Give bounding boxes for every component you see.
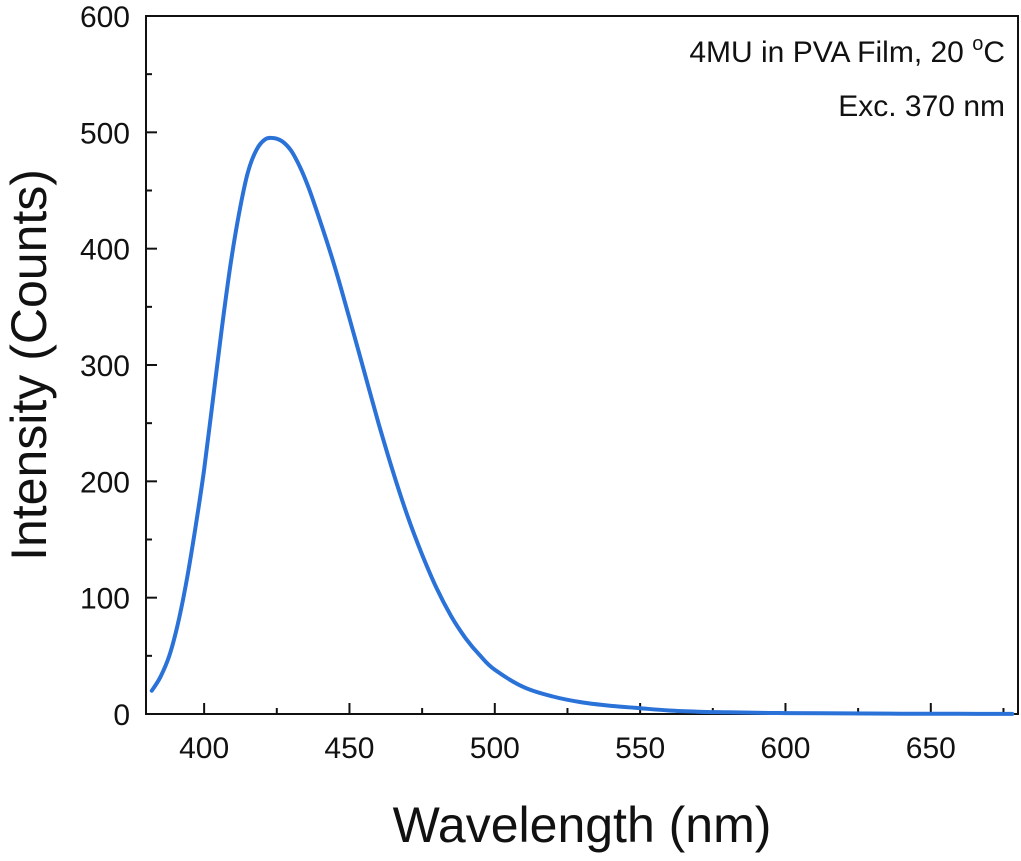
x-tick-label: 550 <box>615 732 665 765</box>
y-tick-label: 200 <box>80 466 130 499</box>
series-layer <box>149 135 1015 716</box>
series-line <box>149 135 1015 716</box>
annotation-degree-symbol: o <box>972 33 983 55</box>
x-tick-label: 650 <box>906 732 956 765</box>
x-axis-label: Wavelength (nm) <box>393 797 772 853</box>
x-axis-ticks: 400 450 500 550 600 650 <box>179 703 1005 765</box>
y-axis-ticks: 0 100 200 300 400 500 600 <box>80 1 157 732</box>
y-tick-label: 500 <box>80 117 130 150</box>
y-tick-label: 0 <box>113 699 130 732</box>
annotation-excitation: Exc. 370 nm <box>838 90 1005 123</box>
x-tick-label: 450 <box>324 732 374 765</box>
y-tick-label: 100 <box>80 583 130 616</box>
annotation-sample-line: 4MU in PVA Film, 20 oC <box>689 33 1005 69</box>
x-tick-label: 500 <box>470 732 520 765</box>
y-axis-label: Intensity (Counts) <box>1 169 57 561</box>
y-tick-label: 400 <box>80 234 130 267</box>
y-tick-label: 300 <box>80 350 130 383</box>
y-tick-label: 600 <box>80 1 130 34</box>
annotation-sample-text: 4MU in PVA Film, 20 <box>689 36 972 69</box>
annotation-temp-unit: C <box>983 36 1005 69</box>
x-tick-label: 400 <box>179 732 229 765</box>
x-tick-label: 600 <box>760 732 810 765</box>
